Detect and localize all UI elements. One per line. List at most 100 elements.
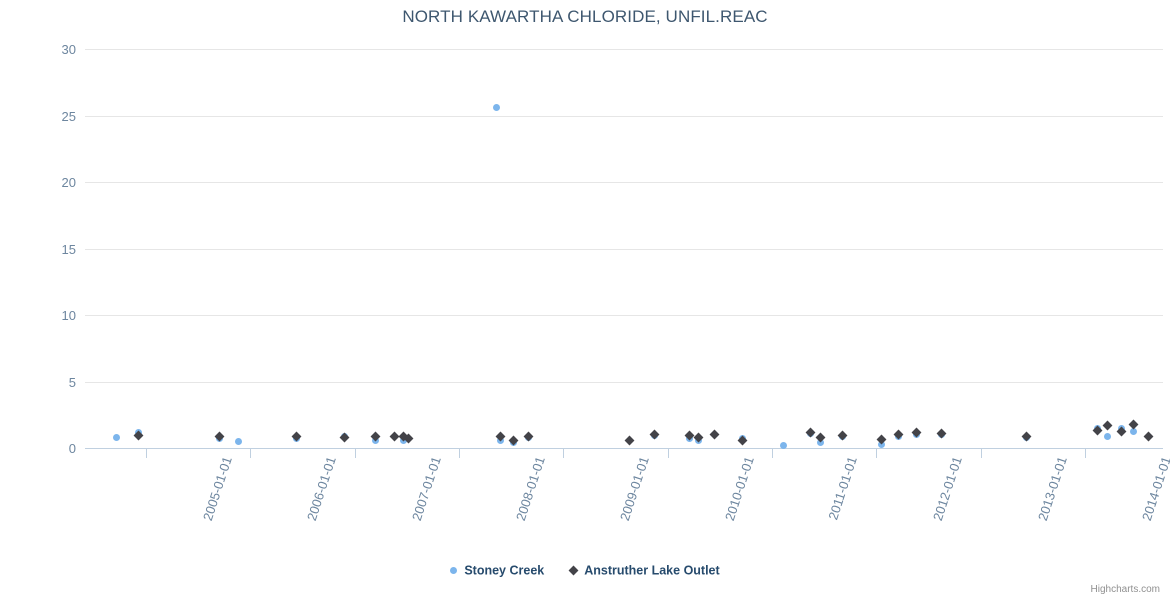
x-tick-mark bbox=[458, 449, 460, 458]
data-point[interactable] bbox=[133, 430, 144, 441]
data-point[interactable] bbox=[1103, 432, 1111, 440]
data-point[interactable] bbox=[624, 435, 635, 445]
x-tick-label: 2012-01-01 bbox=[930, 454, 966, 523]
data-point[interactable] bbox=[216, 435, 224, 443]
data-point[interactable] bbox=[839, 433, 846, 441]
y-tick-label: 15 bbox=[61, 241, 76, 257]
y-axis-tick-labels: 0 5 10 15 20 25 30 bbox=[14, 0, 76, 600]
gridline bbox=[85, 381, 1163, 383]
x-tick-mark bbox=[250, 449, 252, 458]
data-point[interactable] bbox=[837, 430, 848, 441]
x-axis-baseline bbox=[85, 448, 1163, 449]
data-point[interactable] bbox=[339, 432, 350, 443]
gridline bbox=[85, 182, 1163, 183]
data-point[interactable] bbox=[650, 431, 658, 439]
data-point[interactable] bbox=[523, 431, 534, 441]
gridline bbox=[85, 49, 1163, 50]
x-tick-label: 2011-01-01 bbox=[825, 454, 860, 522]
data-point[interactable] bbox=[937, 431, 945, 439]
data-point[interactable] bbox=[508, 435, 519, 445]
legend-item[interactable]: Stoney Creek bbox=[450, 563, 544, 578]
data-point[interactable] bbox=[805, 427, 816, 437]
y-tick-label: 30 bbox=[61, 42, 76, 57]
x-tick-label: 2013-01-01 bbox=[1034, 454, 1070, 523]
data-point[interactable] bbox=[685, 430, 695, 441]
data-point[interactable] bbox=[806, 429, 814, 437]
data-point[interactable] bbox=[912, 430, 920, 438]
data-point[interactable] bbox=[398, 431, 409, 442]
gridline bbox=[85, 115, 1163, 117]
data-point[interactable] bbox=[214, 431, 225, 442]
data-point[interactable] bbox=[1102, 420, 1113, 431]
x-tick-mark bbox=[667, 449, 669, 458]
highcharts-credits[interactable]: Highcharts.com bbox=[1090, 584, 1160, 595]
x-tick-mark bbox=[354, 449, 356, 458]
y-tick-label: 5 bbox=[68, 374, 76, 390]
data-point[interactable] bbox=[370, 431, 381, 442]
legend-circle-icon bbox=[450, 566, 458, 574]
x-tick-mark bbox=[146, 449, 148, 458]
x-tick-mark bbox=[1085, 449, 1087, 458]
data-point[interactable] bbox=[371, 436, 379, 444]
y-tick-label: 0 bbox=[68, 441, 76, 456]
data-point[interactable] bbox=[340, 432, 348, 440]
x-tick-label: 2007-01-01 bbox=[408, 454, 444, 523]
data-point[interactable] bbox=[1092, 425, 1103, 435]
x-tick-label: 2014-01-01 bbox=[1139, 454, 1170, 523]
data-point[interactable] bbox=[134, 428, 142, 436]
gridline bbox=[85, 248, 1163, 250]
plot-area bbox=[85, 49, 1163, 449]
data-point[interactable] bbox=[389, 431, 400, 442]
x-tick-label: 2006-01-01 bbox=[304, 454, 340, 523]
gridline bbox=[85, 315, 1163, 316]
x-tick-label: 2005-01-01 bbox=[200, 454, 235, 523]
data-point[interactable] bbox=[936, 428, 946, 439]
data-point[interactable] bbox=[1021, 431, 1032, 441]
data-point[interactable] bbox=[496, 436, 504, 444]
data-point[interactable] bbox=[113, 433, 121, 441]
data-point[interactable] bbox=[1118, 425, 1126, 433]
data-point[interactable] bbox=[893, 429, 904, 440]
data-point[interactable] bbox=[895, 432, 903, 440]
y-tick-label: 25 bbox=[61, 108, 76, 124]
chart-legend: Stoney Creek Anstruther Lake Outlet bbox=[0, 563, 1170, 578]
data-point[interactable] bbox=[709, 429, 720, 440]
data-point[interactable] bbox=[525, 433, 533, 441]
data-point[interactable] bbox=[1094, 424, 1102, 432]
data-point[interactable] bbox=[492, 104, 500, 112]
x-tick-mark bbox=[771, 449, 773, 458]
data-point[interactable] bbox=[399, 436, 407, 444]
data-point[interactable] bbox=[234, 437, 242, 445]
y-tick-label: 10 bbox=[61, 308, 76, 323]
data-point[interactable] bbox=[911, 427, 922, 438]
data-point[interactable] bbox=[291, 431, 302, 442]
data-point[interactable] bbox=[817, 439, 825, 447]
data-point[interactable] bbox=[686, 434, 694, 442]
data-point[interactable] bbox=[509, 439, 517, 447]
data-point[interactable] bbox=[711, 430, 719, 438]
data-point[interactable] bbox=[695, 436, 703, 444]
data-point[interactable] bbox=[649, 429, 660, 439]
data-point[interactable] bbox=[1130, 427, 1138, 435]
data-point[interactable] bbox=[739, 434, 747, 442]
legend-label: Anstruther Lake Outlet bbox=[584, 564, 720, 579]
data-point[interactable] bbox=[1143, 431, 1154, 441]
data-point[interactable] bbox=[693, 432, 704, 443]
data-point[interactable] bbox=[495, 431, 506, 442]
legend-item[interactable]: Anstruther Lake Outlet bbox=[568, 563, 720, 579]
data-point[interactable] bbox=[1116, 426, 1127, 437]
data-point[interactable] bbox=[403, 433, 414, 444]
legend-label: Stoney Creek bbox=[464, 564, 545, 579]
x-tick-label: 2009-01-01 bbox=[617, 454, 653, 523]
x-tick-mark bbox=[876, 449, 878, 458]
data-point[interactable] bbox=[737, 435, 748, 445]
legend-diamond-icon bbox=[568, 565, 579, 575]
data-point[interactable] bbox=[1128, 419, 1139, 430]
y-tick-label: 20 bbox=[61, 175, 76, 190]
x-tick-mark bbox=[563, 449, 565, 458]
data-point[interactable] bbox=[292, 435, 300, 443]
data-point[interactable] bbox=[815, 432, 826, 443]
data-point[interactable] bbox=[1022, 433, 1030, 441]
data-point[interactable] bbox=[876, 434, 887, 445]
